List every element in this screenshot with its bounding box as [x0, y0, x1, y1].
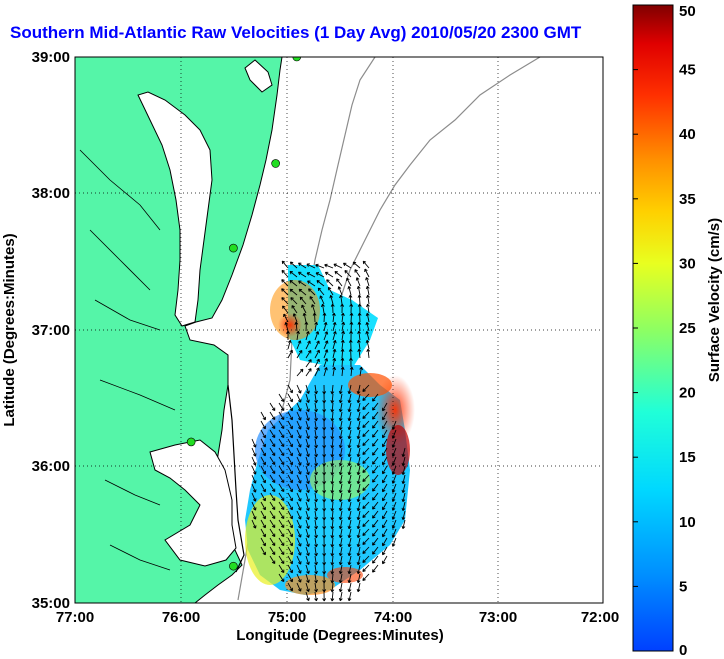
rivers: [79, 149, 176, 571]
y-tick-label: 35:00: [32, 595, 70, 612]
grid-lines: [75, 57, 603, 603]
colorbar-label: Surface Velocity (cm/s): [706, 218, 723, 382]
x-tick-label: 76:00: [162, 609, 200, 626]
radar-station-marker: [229, 561, 238, 571]
y-axis-label: Latitude (Degrees:Minutes): [1, 233, 18, 426]
y-tick-labels: 35:00 36:00 37:00 38:00 39:00: [32, 49, 70, 612]
colorbar-tick-label: 50: [679, 3, 696, 20]
x-tick-label: 73:00: [479, 609, 517, 626]
y-tick-label: 36:00: [32, 458, 70, 475]
colorbar-tick-label: 30: [679, 255, 696, 272]
colorbar: [632, 4, 674, 652]
colorbar-tick-label: 10: [679, 514, 696, 531]
x-tick-label: 72:00: [581, 609, 619, 626]
radar-station-marker: [186, 437, 196, 447]
y-tick-label: 38:00: [32, 185, 70, 202]
radar-stations: [186, 57, 302, 571]
y-tick-label: 39:00: [32, 49, 70, 66]
chesapeake-bay: [137, 91, 213, 327]
colorbar-tick-label: 40: [679, 126, 696, 143]
x-tick-label: 74:00: [374, 609, 412, 626]
x-tick-label: 75:00: [268, 609, 306, 626]
x-axis-label: Longitude (Degrees:Minutes): [236, 627, 444, 644]
x-tick-label: 77:00: [56, 609, 94, 626]
colorbar-tick-label: 5: [679, 578, 687, 595]
pamlico-sound: [149, 439, 237, 567]
radar-station-marker: [292, 57, 302, 62]
velocity-field: [245, 260, 415, 602]
colorbar-tick-label: 35: [679, 191, 696, 208]
colorbar-tick-label: 25: [679, 320, 696, 337]
map-title: Southern Mid-Atlantic Raw Velocities (1 …: [10, 23, 582, 42]
bathymetry-contour-outer: [339, 57, 541, 301]
y-tick-label: 37:00: [32, 322, 70, 339]
plot-frame: [74, 56, 604, 604]
radar-station-marker: [271, 159, 280, 168]
delaware-bay: [244, 59, 273, 93]
outer-banks: [227, 384, 245, 573]
colorbar-tick-labels: 0 5 10 15 20 25 30 35 40 45 50: [633, 3, 696, 659]
colorbar-tick-label: 15: [679, 449, 696, 466]
colorbar-tick-label: 0: [679, 642, 687, 659]
velocity-arrows: [251, 260, 406, 602]
radar-station-marker: [229, 243, 238, 253]
x-tick-labels: 77:00 76:00 75:00 74:00 73:00 72:00: [56, 609, 619, 626]
colorbar-tick-label: 20: [679, 385, 696, 402]
colorbar-tick-label: 45: [679, 62, 696, 79]
